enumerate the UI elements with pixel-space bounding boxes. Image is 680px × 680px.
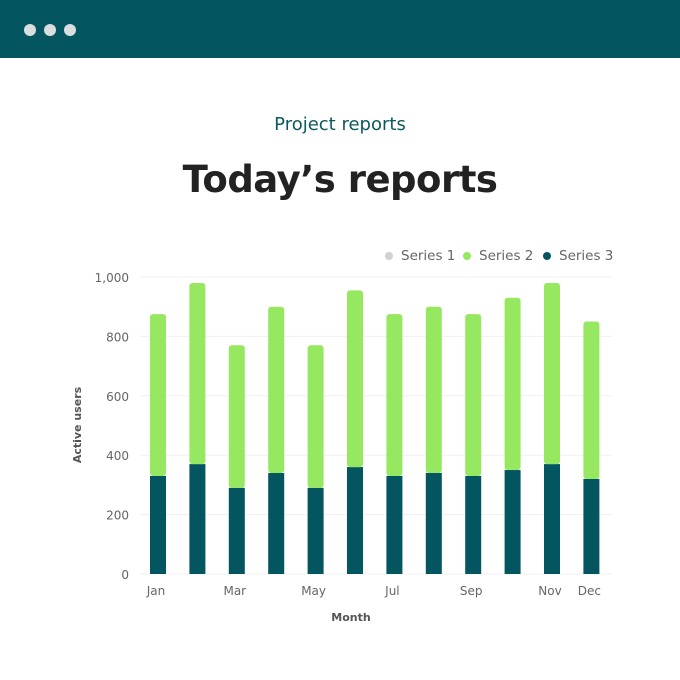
x-tick-label: May (301, 584, 326, 598)
bar-series-2 (583, 321, 600, 479)
y-tick-label: 400 (106, 449, 129, 463)
bar-series-3 (189, 464, 206, 574)
bar-series-3 (307, 487, 324, 574)
legend-entry: Series 3 (559, 248, 613, 264)
y-tick-label: 1,000 (95, 271, 129, 285)
bar-series-2 (268, 306, 285, 474)
y-tick-label: 0 (121, 568, 129, 582)
x-tick-label: Mar (223, 584, 246, 598)
bar-series-3 (228, 487, 245, 574)
bar-series-3 (504, 470, 521, 574)
bar-series-2 (307, 345, 324, 488)
y-tick-label: 600 (106, 390, 129, 404)
y-tick-label: 200 (106, 509, 129, 523)
bar-series-2 (425, 306, 442, 474)
page-subtitle: Project reports (274, 114, 406, 135)
bar-series-2 (228, 345, 245, 488)
legend-entry: Series 2 (479, 248, 533, 264)
bar-series-2 (504, 297, 521, 471)
window-dot-icon[interactable] (64, 24, 76, 36)
bar-series-3 (425, 473, 442, 574)
bar-series-2 (386, 314, 403, 476)
x-axis-label: Month (331, 611, 370, 624)
legend-marker-icon (385, 252, 393, 260)
bar-series-2 (465, 314, 482, 476)
x-tick-label: Jan (146, 584, 166, 598)
bar-series-2 (189, 282, 206, 465)
bar-series-2 (347, 290, 363, 468)
y-axis-label: Active users (71, 386, 84, 463)
bar-series-3 (386, 475, 403, 574)
bar-series-3 (583, 478, 600, 574)
window-dot-icon[interactable] (44, 24, 56, 36)
legend-entry: Series 1 (401, 248, 455, 264)
x-tick-label: Nov (538, 584, 561, 598)
x-tick-label: Dec (578, 584, 601, 598)
bar-series-2 (544, 282, 560, 465)
bar-series-3 (347, 467, 363, 574)
bar-series-3 (268, 473, 285, 574)
x-tick-label: Sep (460, 584, 483, 598)
bar-series-2 (150, 314, 166, 476)
window-titlebar (0, 0, 680, 58)
page-title: Today’s reports (182, 158, 498, 201)
window-dot-icon[interactable] (24, 24, 36, 36)
bar-series-3 (465, 475, 482, 574)
bar-series-3 (150, 475, 166, 574)
y-tick-label: 800 (106, 330, 129, 344)
legend-marker-icon (543, 252, 551, 260)
x-tick-label: Jul (384, 584, 399, 598)
bar-series-3 (544, 464, 560, 574)
legend-marker-icon (463, 252, 471, 260)
